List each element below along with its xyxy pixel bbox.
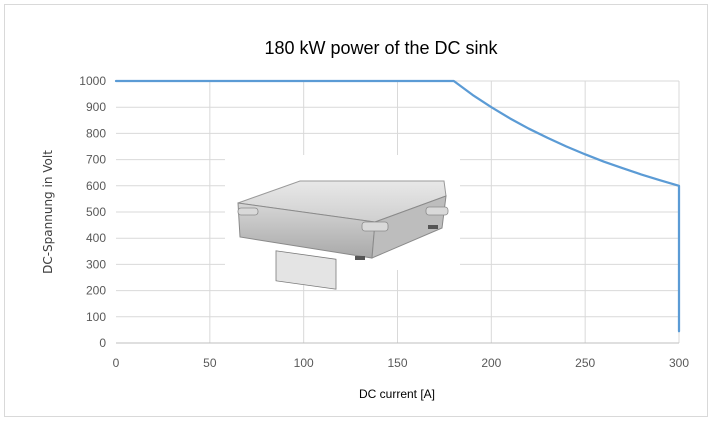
y-tick-label: 800 (86, 126, 106, 140)
y-tick-label: 0 (99, 336, 106, 350)
x-axis-label: DC current [A] (359, 387, 435, 401)
y-tick-label: 1000 (79, 74, 106, 88)
x-tick-label: 300 (669, 356, 689, 370)
y-tick-label: 900 (86, 100, 106, 114)
x-tick-label: 200 (481, 356, 501, 370)
y-tick-label: 100 (86, 310, 106, 324)
y-tick-label: 200 (86, 284, 106, 298)
y-tick-label: 400 (86, 231, 106, 245)
axes: 0 100 200 300 400 500 600 700 800 900 1000 0 50 100 15… (79, 74, 689, 370)
series-lines (114, 79, 681, 333)
y-tick-label: 500 (86, 205, 106, 219)
series-line-1 (114, 79, 681, 333)
y-tick-label: 300 (86, 257, 106, 271)
x-tick-label: 150 (387, 356, 407, 370)
chart-title: 180 kW power of the DC sink (264, 38, 498, 58)
x-tick-label: 50 (203, 356, 217, 370)
x-tick-label: 100 (294, 356, 314, 370)
y-tick-label: 700 (86, 153, 106, 167)
y-axis-label: DC-Spannung in Volt (41, 150, 55, 274)
dc-sink-device-photo (225, 155, 460, 290)
x-tick-label: 250 (575, 356, 595, 370)
chart-text: 180 kW power of the DC sink DC current [… (41, 38, 499, 401)
x-tick-label: 0 (113, 356, 120, 370)
y-tick-label: 600 (86, 179, 106, 193)
